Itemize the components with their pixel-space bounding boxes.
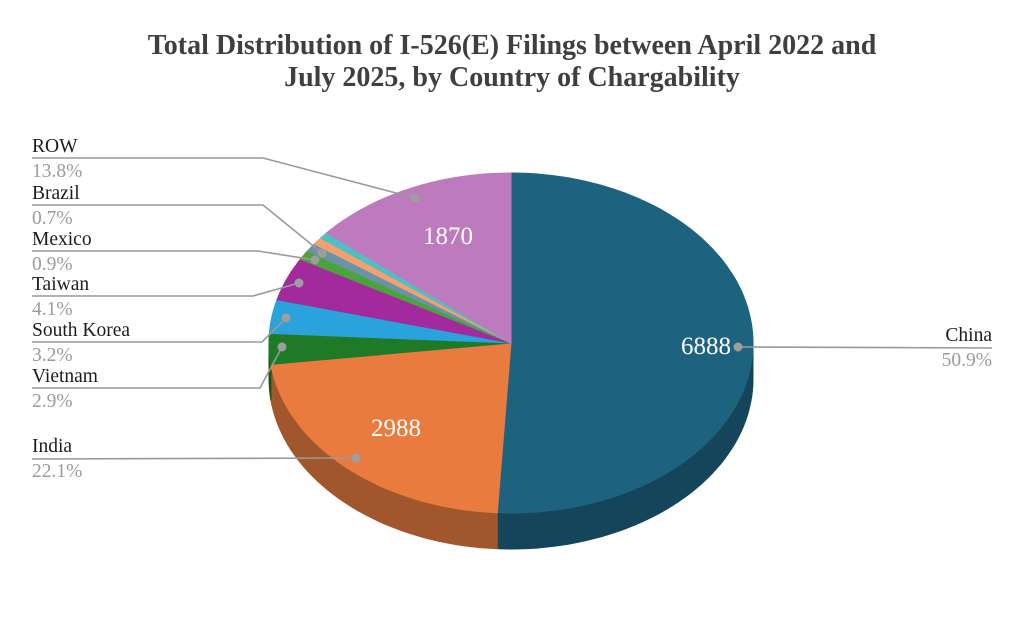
callout-brazil-pct: 0.7% <box>32 208 73 229</box>
callout-row: ROW 13.8% <box>32 135 82 183</box>
leader-line-taiwan <box>32 282 300 297</box>
leader-line-row <box>32 157 416 199</box>
callout-mexico-name: Mexico <box>32 229 92 250</box>
callout-china-name: China <box>945 325 992 346</box>
leader-dot-south-korea <box>281 313 291 323</box>
callout-taiwan-pct: 4.1% <box>32 299 73 320</box>
callout-india-pct: 22.1% <box>32 461 83 482</box>
callout-india: India 22.1% <box>32 435 82 483</box>
chart-title: Total Distribution of I-526(E) Filings b… <box>0 30 1024 94</box>
callout-south-korea-name: South Korea <box>32 320 131 341</box>
slice-value-india: 2988 <box>371 415 421 442</box>
callout-taiwan-name: Taiwan <box>32 274 90 295</box>
callout-south-korea: South Korea 3.2% <box>32 319 130 367</box>
chart-title-line2: July 2025, by Country of Chargability <box>284 62 740 93</box>
callout-vietnam-name: Vietnam <box>32 366 98 387</box>
callout-brazil-name: Brazil <box>32 183 80 204</box>
callout-india-name: India <box>32 436 73 457</box>
callout-vietnam-pct: 2.9% <box>32 391 73 412</box>
leader-line-india <box>31 457 357 460</box>
leader-dot-mexico <box>310 255 320 265</box>
callout-taiwan: Taiwan 4.1% <box>32 273 89 321</box>
callout-row-pct: 13.8% <box>32 161 83 182</box>
callout-brazil: Brazil 0.7% <box>32 182 80 230</box>
leader-dot-brazil <box>317 248 327 258</box>
callout-vietnam: Vietnam 2.9% <box>32 365 98 413</box>
chart-title-line1: Total Distribution of I-526(E) Filings b… <box>147 30 877 61</box>
callout-south-korea-pct: 3.2% <box>32 345 73 366</box>
callout-row-name: ROW <box>32 136 78 157</box>
leader-line-south-korea <box>32 317 287 343</box>
callout-mexico: Mexico 0.9% <box>32 228 92 276</box>
leader-line-brazil <box>32 204 323 254</box>
pie-slice-row[interactable] <box>325 172 512 344</box>
leader-dot-vietnam <box>277 342 287 352</box>
slice-value-row: 1870 <box>423 223 473 250</box>
pie-slice-china[interactable] <box>496 172 754 514</box>
callout-china: China 50.9% <box>942 324 992 372</box>
leader-line-vietnam <box>32 346 283 389</box>
pie-slice-india[interactable] <box>270 342 512 514</box>
pie-slice-taiwan[interactable] <box>276 258 512 344</box>
callout-china-pct: 50.9% <box>941 350 992 371</box>
leader-dot-india <box>351 453 361 463</box>
leader-line-mexico <box>32 250 316 261</box>
slice-value-china: 6888 <box>681 333 731 360</box>
leader-dot-china <box>733 342 743 352</box>
leader-dot-taiwan <box>294 278 304 288</box>
leader-dot-row <box>410 193 420 203</box>
leader-line-china <box>737 346 993 349</box>
callout-mexico-pct: 0.9% <box>32 254 73 275</box>
